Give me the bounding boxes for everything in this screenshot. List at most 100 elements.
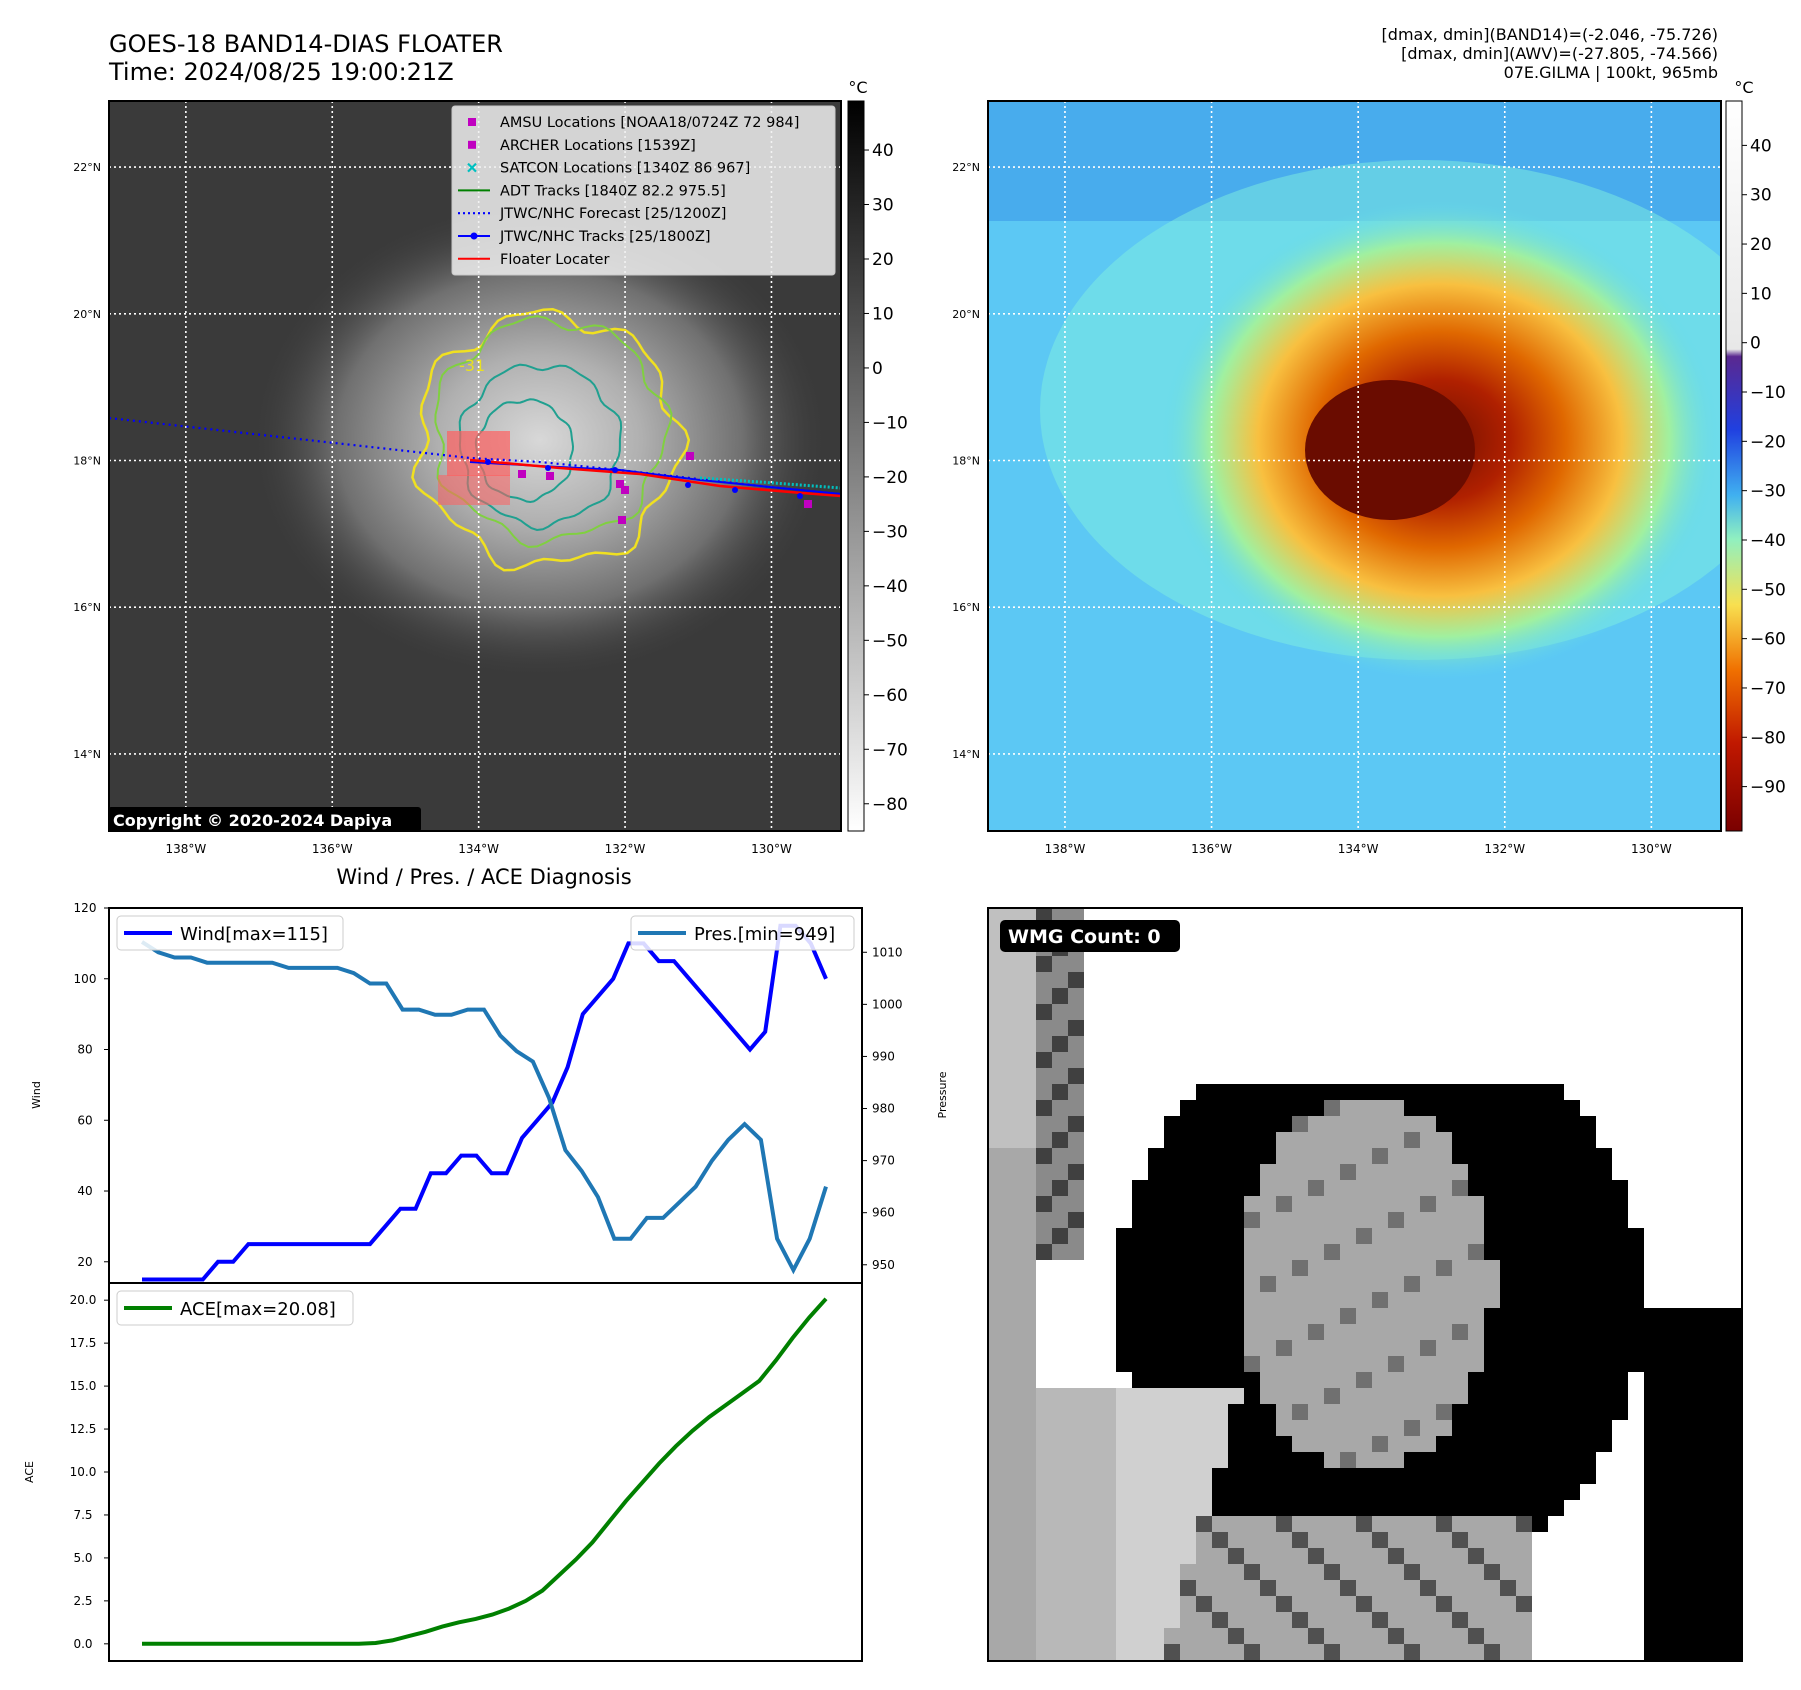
wmg-cell (1692, 1468, 1708, 1484)
wmg-cell (1468, 1180, 1484, 1196)
wmg-cell (1244, 1532, 1260, 1548)
wmg-cell (1276, 1404, 1292, 1420)
wmg-cell (1292, 1372, 1308, 1388)
wmg-cell (1324, 1564, 1340, 1580)
wmg-cell (1052, 1004, 1068, 1020)
wmg-cell (1484, 1212, 1500, 1228)
wmg-cell (1100, 1356, 1116, 1372)
wmg-cell (1436, 1500, 1452, 1516)
wmg-cell (1228, 1516, 1244, 1532)
wmg-cell (1068, 1004, 1084, 1020)
wmg-cell (1052, 1164, 1068, 1180)
wmg-cell (1404, 1564, 1420, 1580)
wmg-cell (1532, 1292, 1548, 1308)
wmg-cell (1420, 1484, 1436, 1500)
wmg-cell (1276, 1292, 1292, 1308)
wmg-cell (1548, 1468, 1564, 1484)
wmg-cell (988, 1452, 1004, 1468)
colorbar-tick-label: 10 (1750, 284, 1772, 304)
wmg-cell (1148, 1564, 1164, 1580)
wmg-cell (1308, 1388, 1324, 1404)
wmg-cell (1148, 1292, 1164, 1308)
wmg-cell (1260, 1084, 1276, 1100)
wmg-cell (1292, 1196, 1308, 1212)
awv-colorbar-unit: °C (1734, 78, 1753, 97)
wmg-cell (1260, 1148, 1276, 1164)
wmg-cell (1388, 1324, 1404, 1340)
awv-lat-labels: 22°N20°N18°N16°N14°N (952, 161, 980, 761)
wmg-cell (1692, 1324, 1708, 1340)
wmg-cell (1132, 1420, 1148, 1436)
ace-ytick-label: 17.5 (70, 1336, 97, 1350)
lat-label: 20°N (952, 308, 980, 321)
track-point (485, 459, 491, 465)
wmg-cell (1436, 1132, 1452, 1148)
wmg-cell (1356, 1292, 1372, 1308)
colorbar-tick-label: −30 (872, 522, 908, 542)
wmg-cell (1500, 1084, 1516, 1100)
wmg-cell (1468, 1148, 1484, 1164)
lon-label: 132°W (1484, 842, 1525, 856)
wmg-cell (1020, 1260, 1036, 1276)
wmg-cell (1404, 1228, 1420, 1244)
wmg-cell (1484, 1100, 1500, 1116)
wmg-cell (1580, 1436, 1596, 1452)
wmg-cell (1212, 1660, 1228, 1661)
wmg-cell (1388, 1132, 1404, 1148)
wmg-cell (1644, 1580, 1660, 1596)
wmg-cell (1196, 1580, 1212, 1596)
wmg-cell (1052, 1452, 1068, 1468)
wmg-cell (1084, 1260, 1100, 1276)
wmg-cell (1580, 1196, 1596, 1212)
wmg-cell (1612, 1404, 1628, 1420)
wmg-cell (1676, 1660, 1692, 1661)
wmg-cell (1004, 1372, 1020, 1388)
lat-label: 20°N (73, 308, 101, 321)
wmg-cell (988, 1596, 1004, 1612)
wmg-cell (1052, 1644, 1068, 1660)
wmg-cell (1132, 1532, 1148, 1548)
wmg-cell (1484, 1644, 1500, 1660)
wmg-cell (1260, 1308, 1276, 1324)
lon-label: 136°W (1191, 842, 1232, 856)
wmg-cell (1500, 1564, 1516, 1580)
wmg-cell (1068, 1276, 1084, 1292)
wmg-cell (1324, 1164, 1340, 1180)
wmg-cell (1436, 1116, 1452, 1132)
wmg-cell (1276, 1500, 1292, 1516)
wmg-cell (1580, 1164, 1596, 1180)
wmg-cell (1180, 1436, 1196, 1452)
ir-colorbar-unit: °C (848, 78, 867, 97)
wmg-cell (1452, 1260, 1468, 1276)
wmg-cell (1100, 1548, 1116, 1564)
wmg-cell (1068, 1436, 1084, 1452)
wmg-cell (1420, 1548, 1436, 1564)
wmg-cell (1116, 1628, 1132, 1644)
legend-label: JTWC/NHC Forecast [25/1200Z] (499, 206, 726, 222)
wmg-cell (1420, 1468, 1436, 1484)
wmg-cell (1164, 1564, 1180, 1580)
wmg-cell (1340, 1388, 1356, 1404)
ace-legend-label: ACE[max=20.08] (180, 1299, 336, 1320)
wmg-cell (1036, 1660, 1052, 1661)
wmg-cell (1148, 1244, 1164, 1260)
wmg-cell (1340, 1356, 1356, 1372)
wmg-cell (1420, 1356, 1436, 1372)
diagnosis-title: Wind / Pres. / ACE Diagnosis (336, 865, 631, 889)
title-line1: GOES-18 BAND14-DIAS FLOATER (109, 30, 503, 58)
wmg-cell (1548, 1404, 1564, 1420)
wmg-cell (1020, 1228, 1036, 1244)
wmg-cell (1436, 1628, 1452, 1644)
wmg-cell (1676, 1308, 1692, 1324)
wmg-cell (1100, 1484, 1116, 1500)
wmg-cell (1004, 1084, 1020, 1100)
wmg-cell (1116, 1404, 1132, 1420)
wmg-cell (1276, 1644, 1292, 1660)
wmg-cell (1372, 1356, 1388, 1372)
wmg-cell (1724, 1372, 1740, 1388)
pressure-ylabel: Pressure (936, 1071, 949, 1118)
wmg-cell (1484, 1436, 1500, 1452)
wmg-cell (1292, 1116, 1308, 1132)
wmg-cell (1340, 1516, 1356, 1532)
awv-gridlines (988, 101, 1721, 831)
